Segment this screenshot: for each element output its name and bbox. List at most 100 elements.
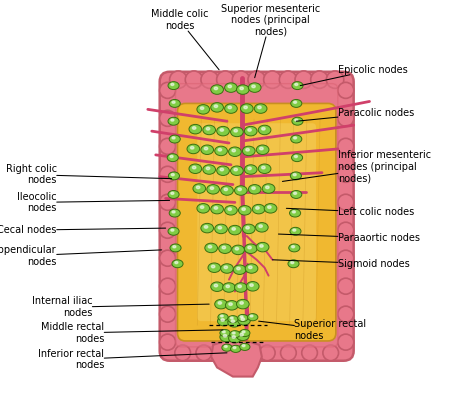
Ellipse shape [217, 166, 229, 175]
Circle shape [311, 71, 328, 88]
Ellipse shape [248, 185, 261, 194]
Circle shape [295, 71, 312, 88]
Ellipse shape [234, 168, 238, 171]
Ellipse shape [220, 330, 230, 337]
Text: Paracolic nodes: Paracolic nodes [296, 108, 414, 121]
Ellipse shape [225, 83, 237, 92]
Ellipse shape [220, 168, 224, 171]
Circle shape [159, 82, 176, 98]
Ellipse shape [262, 184, 275, 193]
Ellipse shape [248, 129, 251, 131]
Ellipse shape [238, 285, 241, 288]
Ellipse shape [242, 208, 246, 210]
Ellipse shape [223, 334, 227, 337]
Polygon shape [211, 341, 262, 376]
Ellipse shape [208, 263, 221, 272]
Ellipse shape [238, 188, 241, 191]
Ellipse shape [168, 172, 179, 180]
Ellipse shape [228, 316, 238, 323]
Ellipse shape [225, 206, 237, 215]
Ellipse shape [211, 103, 223, 112]
Ellipse shape [245, 244, 257, 253]
Ellipse shape [233, 347, 236, 349]
Ellipse shape [230, 330, 240, 338]
Circle shape [175, 345, 191, 361]
Ellipse shape [244, 106, 247, 109]
Ellipse shape [246, 282, 259, 291]
Ellipse shape [237, 331, 249, 341]
Ellipse shape [217, 127, 229, 136]
Circle shape [279, 71, 297, 88]
Ellipse shape [193, 184, 206, 193]
Ellipse shape [256, 145, 269, 154]
Ellipse shape [264, 204, 277, 213]
FancyBboxPatch shape [159, 72, 354, 361]
Ellipse shape [196, 186, 200, 189]
Ellipse shape [234, 129, 238, 132]
Ellipse shape [171, 83, 174, 85]
Ellipse shape [290, 172, 301, 180]
Ellipse shape [240, 87, 243, 90]
Ellipse shape [171, 192, 174, 194]
Ellipse shape [214, 207, 218, 209]
Ellipse shape [239, 343, 250, 351]
Ellipse shape [292, 82, 303, 89]
Ellipse shape [223, 283, 235, 292]
Ellipse shape [224, 188, 227, 191]
Circle shape [170, 71, 187, 88]
Circle shape [238, 345, 254, 361]
Ellipse shape [197, 105, 210, 114]
Ellipse shape [293, 101, 297, 103]
Ellipse shape [259, 225, 262, 227]
FancyBboxPatch shape [197, 123, 316, 321]
Ellipse shape [262, 127, 265, 130]
Ellipse shape [187, 144, 199, 154]
Ellipse shape [258, 164, 271, 174]
Circle shape [159, 194, 176, 210]
Ellipse shape [231, 320, 235, 322]
Ellipse shape [245, 127, 257, 136]
Ellipse shape [219, 244, 232, 253]
Ellipse shape [288, 260, 299, 268]
Ellipse shape [206, 127, 210, 130]
Ellipse shape [290, 227, 301, 235]
Ellipse shape [218, 148, 222, 151]
Ellipse shape [226, 285, 230, 288]
Ellipse shape [171, 229, 174, 231]
Ellipse shape [215, 299, 227, 309]
Ellipse shape [220, 315, 223, 317]
Ellipse shape [210, 187, 214, 189]
Ellipse shape [240, 301, 243, 304]
Ellipse shape [232, 149, 235, 152]
Ellipse shape [240, 104, 253, 113]
Ellipse shape [255, 222, 268, 232]
Ellipse shape [218, 226, 222, 229]
Ellipse shape [208, 245, 212, 248]
Circle shape [338, 194, 354, 210]
Ellipse shape [252, 187, 255, 189]
Circle shape [338, 166, 354, 182]
Ellipse shape [222, 344, 232, 351]
Ellipse shape [193, 166, 196, 169]
Ellipse shape [252, 85, 255, 88]
Ellipse shape [218, 314, 228, 321]
Circle shape [159, 250, 176, 266]
Circle shape [280, 345, 296, 361]
Circle shape [159, 334, 176, 350]
Ellipse shape [256, 207, 259, 209]
Ellipse shape [167, 154, 178, 162]
Ellipse shape [250, 315, 253, 317]
Ellipse shape [221, 264, 233, 273]
Ellipse shape [215, 146, 227, 156]
Ellipse shape [207, 185, 219, 194]
Ellipse shape [228, 85, 232, 88]
Ellipse shape [232, 336, 235, 338]
Ellipse shape [291, 135, 302, 143]
Ellipse shape [295, 119, 298, 121]
Circle shape [326, 71, 344, 88]
Ellipse shape [258, 125, 271, 135]
Ellipse shape [268, 206, 271, 208]
Ellipse shape [238, 316, 250, 325]
Ellipse shape [201, 223, 213, 233]
FancyBboxPatch shape [178, 104, 336, 341]
